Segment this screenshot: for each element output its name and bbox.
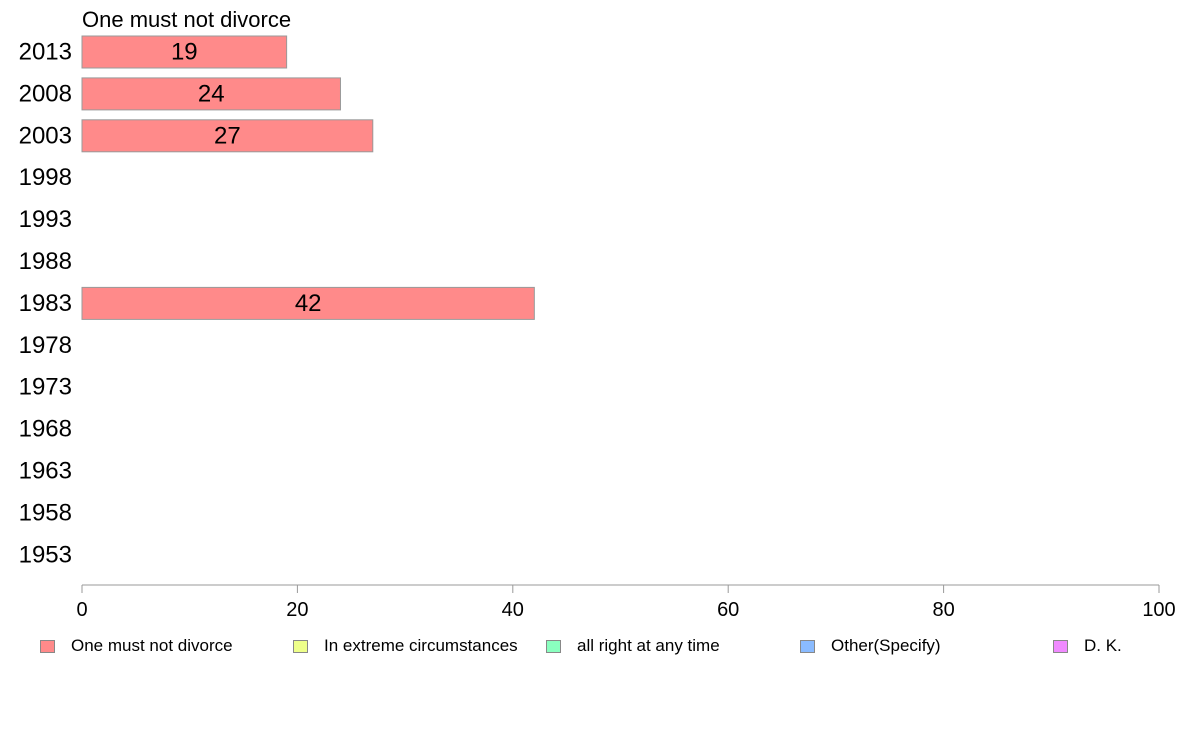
legend-item: In extreme circumstances <box>293 636 518 656</box>
bar-value-label: 42 <box>295 290 322 317</box>
x-tick-label: 0 <box>76 599 87 621</box>
y-tick-label: 1958 <box>19 499 72 526</box>
legend-item: D. K. <box>1053 636 1122 656</box>
x-tick-label: 100 <box>1142 599 1175 621</box>
bar <box>81 119 374 153</box>
y-tick-labels: 2013 2008 2003 1998 1993 1988 1983 1978 1973 1968… <box>19 39 72 569</box>
legend-swatch <box>293 639 308 653</box>
legend-label: Other(Specify) <box>831 636 941 655</box>
x-tick-label: 40 <box>502 599 524 621</box>
legend-item: One must not divorce <box>40 636 233 656</box>
y-tick-label: 1993 <box>19 206 72 233</box>
x-tick-label: 20 <box>286 599 308 621</box>
y-tick-label: 1963 <box>19 458 72 485</box>
x-ticks: 0 20 40 60 80 100 <box>76 585 1176 621</box>
bar <box>81 35 288 69</box>
legend-label: In extreme circumstances <box>324 636 518 655</box>
legend-label: One must not divorce <box>71 636 233 655</box>
y-tick-label: 2008 <box>19 80 72 107</box>
y-tick-label: 2013 <box>19 39 72 66</box>
bar-value-label: 24 <box>198 80 225 107</box>
legend-label: all right at any time <box>577 636 720 655</box>
legend-label: D. K. <box>1084 636 1122 655</box>
bar-value-label: 27 <box>214 122 241 149</box>
legend: One must not divorce In extreme circumsta… <box>0 636 1188 662</box>
legend-swatch <box>546 639 561 653</box>
legend-swatch <box>40 639 55 653</box>
y-tick-label: 1973 <box>19 374 72 401</box>
y-tick-label: 1988 <box>19 248 72 275</box>
x-tick-label: 80 <box>932 599 954 621</box>
bar <box>81 77 341 111</box>
x-tick-label: 60 <box>717 599 739 621</box>
y-tick-label: 1968 <box>19 416 72 443</box>
chart-title: One must not divorce <box>82 7 291 32</box>
legend-item: all right at any time <box>546 636 720 656</box>
legend-item: Other(Specify) <box>800 636 941 656</box>
y-tick-label: 1978 <box>19 332 72 359</box>
bar-value-label: 19 <box>171 39 198 66</box>
y-tick-label: 2003 <box>19 122 72 149</box>
legend-swatch <box>1053 639 1068 653</box>
y-tick-label: 1998 <box>19 164 72 191</box>
legend-swatch <box>800 639 815 653</box>
y-tick-label: 1983 <box>19 290 72 317</box>
bar <box>81 286 535 320</box>
y-tick-label: 1953 <box>19 541 72 568</box>
